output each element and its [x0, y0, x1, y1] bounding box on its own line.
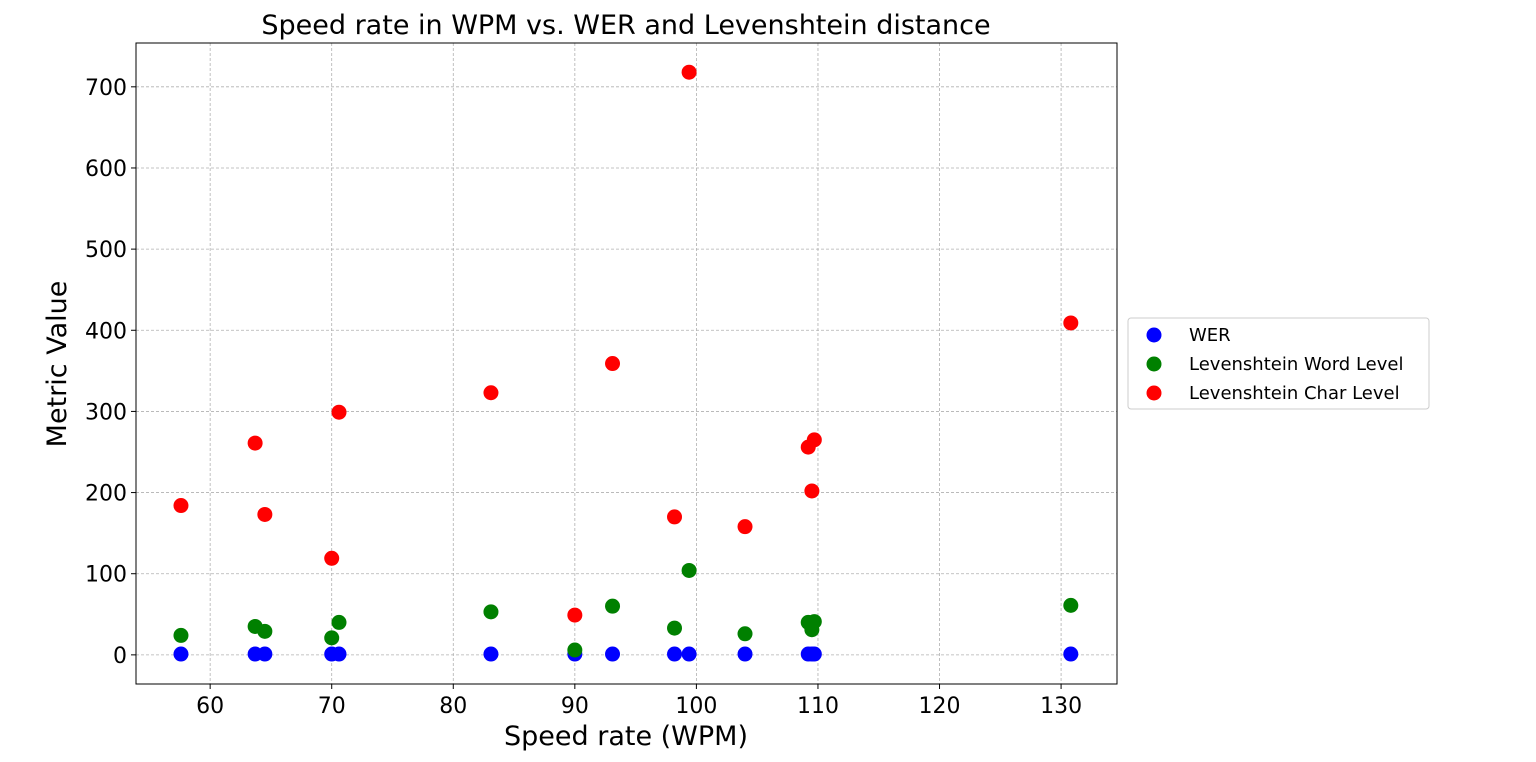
data-point — [681, 646, 697, 662]
data-point — [483, 604, 499, 620]
chart-title: Speed rate in WPM vs. WER and Levenshtei… — [261, 10, 990, 41]
series-levenshtein-word-level — [173, 562, 1079, 658]
data-point — [806, 646, 822, 662]
x-tick-label: 90 — [561, 694, 589, 719]
data-point — [331, 646, 347, 662]
y-tick-label: 700 — [85, 76, 127, 101]
legend-label: Levenshtein Char Level — [1189, 383, 1400, 404]
data-point — [483, 385, 499, 401]
data-point — [257, 646, 273, 662]
x-axis-title: Speed rate (WPM) — [504, 721, 748, 752]
data-point — [681, 562, 697, 578]
data-point — [806, 614, 822, 630]
plot-area-frame — [135, 42, 1118, 685]
data-point — [667, 646, 683, 662]
data-point — [605, 598, 621, 614]
data-point — [605, 356, 621, 372]
data-point — [806, 432, 822, 448]
y-axis-ticks: 0 100 200 300 400 500 600 700 — [85, 76, 136, 669]
legend-marker — [1146, 327, 1162, 343]
legend-marker — [1146, 385, 1162, 401]
series-wer — [173, 646, 1079, 662]
data-point — [1063, 597, 1079, 613]
data-point — [605, 646, 621, 662]
data-point — [324, 550, 340, 566]
x-tick-label: 80 — [439, 694, 467, 719]
data-point — [567, 607, 583, 623]
y-tick-label: 300 — [85, 400, 127, 425]
data-point — [257, 506, 273, 522]
legend-marker — [1146, 356, 1162, 372]
legend-label: Levenshtein Word Level — [1189, 354, 1403, 375]
x-tick-label: 110 — [797, 694, 839, 719]
data-point — [483, 646, 499, 662]
data-points — [173, 64, 1079, 662]
data-point — [667, 509, 683, 525]
data-point — [173, 627, 189, 643]
data-point — [173, 646, 189, 662]
data-point — [737, 626, 753, 642]
x-tick-label: 100 — [675, 694, 717, 719]
data-point — [681, 64, 697, 80]
data-point — [247, 435, 263, 451]
data-point — [1063, 646, 1079, 662]
x-tick-label: 130 — [1040, 694, 1082, 719]
y-tick-label: 600 — [85, 157, 127, 182]
data-point — [737, 646, 753, 662]
y-tick-label: 500 — [85, 238, 127, 263]
x-axis-ticks: 60 70 80 90 100 110 120 130 — [196, 684, 1082, 719]
legend-label: WER — [1189, 325, 1231, 346]
data-point — [1063, 315, 1079, 331]
y-axis-title: Metric Value — [42, 281, 73, 448]
data-point — [173, 498, 189, 514]
legend-box — [1127, 317, 1430, 410]
y-tick-label: 400 — [85, 319, 127, 344]
y-tick-label: 200 — [85, 482, 127, 507]
data-point — [804, 483, 820, 499]
x-tick-label: 120 — [919, 694, 961, 719]
legend: WER Levenshtein Word Level Levenshtein Cha… — [1127, 317, 1430, 410]
x-tick-label: 60 — [196, 694, 224, 719]
grid-lines — [136, 43, 1117, 684]
y-tick-label: 0 — [113, 644, 127, 669]
series-levenshtein-char-level — [173, 64, 1079, 623]
data-point — [331, 614, 347, 630]
data-point — [324, 630, 340, 646]
x-tick-label: 70 — [318, 694, 346, 719]
y-tick-label: 100 — [85, 563, 127, 588]
data-point — [567, 642, 583, 658]
data-point — [257, 623, 273, 639]
data-point — [737, 519, 753, 535]
data-point — [667, 620, 683, 636]
data-point — [331, 404, 347, 420]
